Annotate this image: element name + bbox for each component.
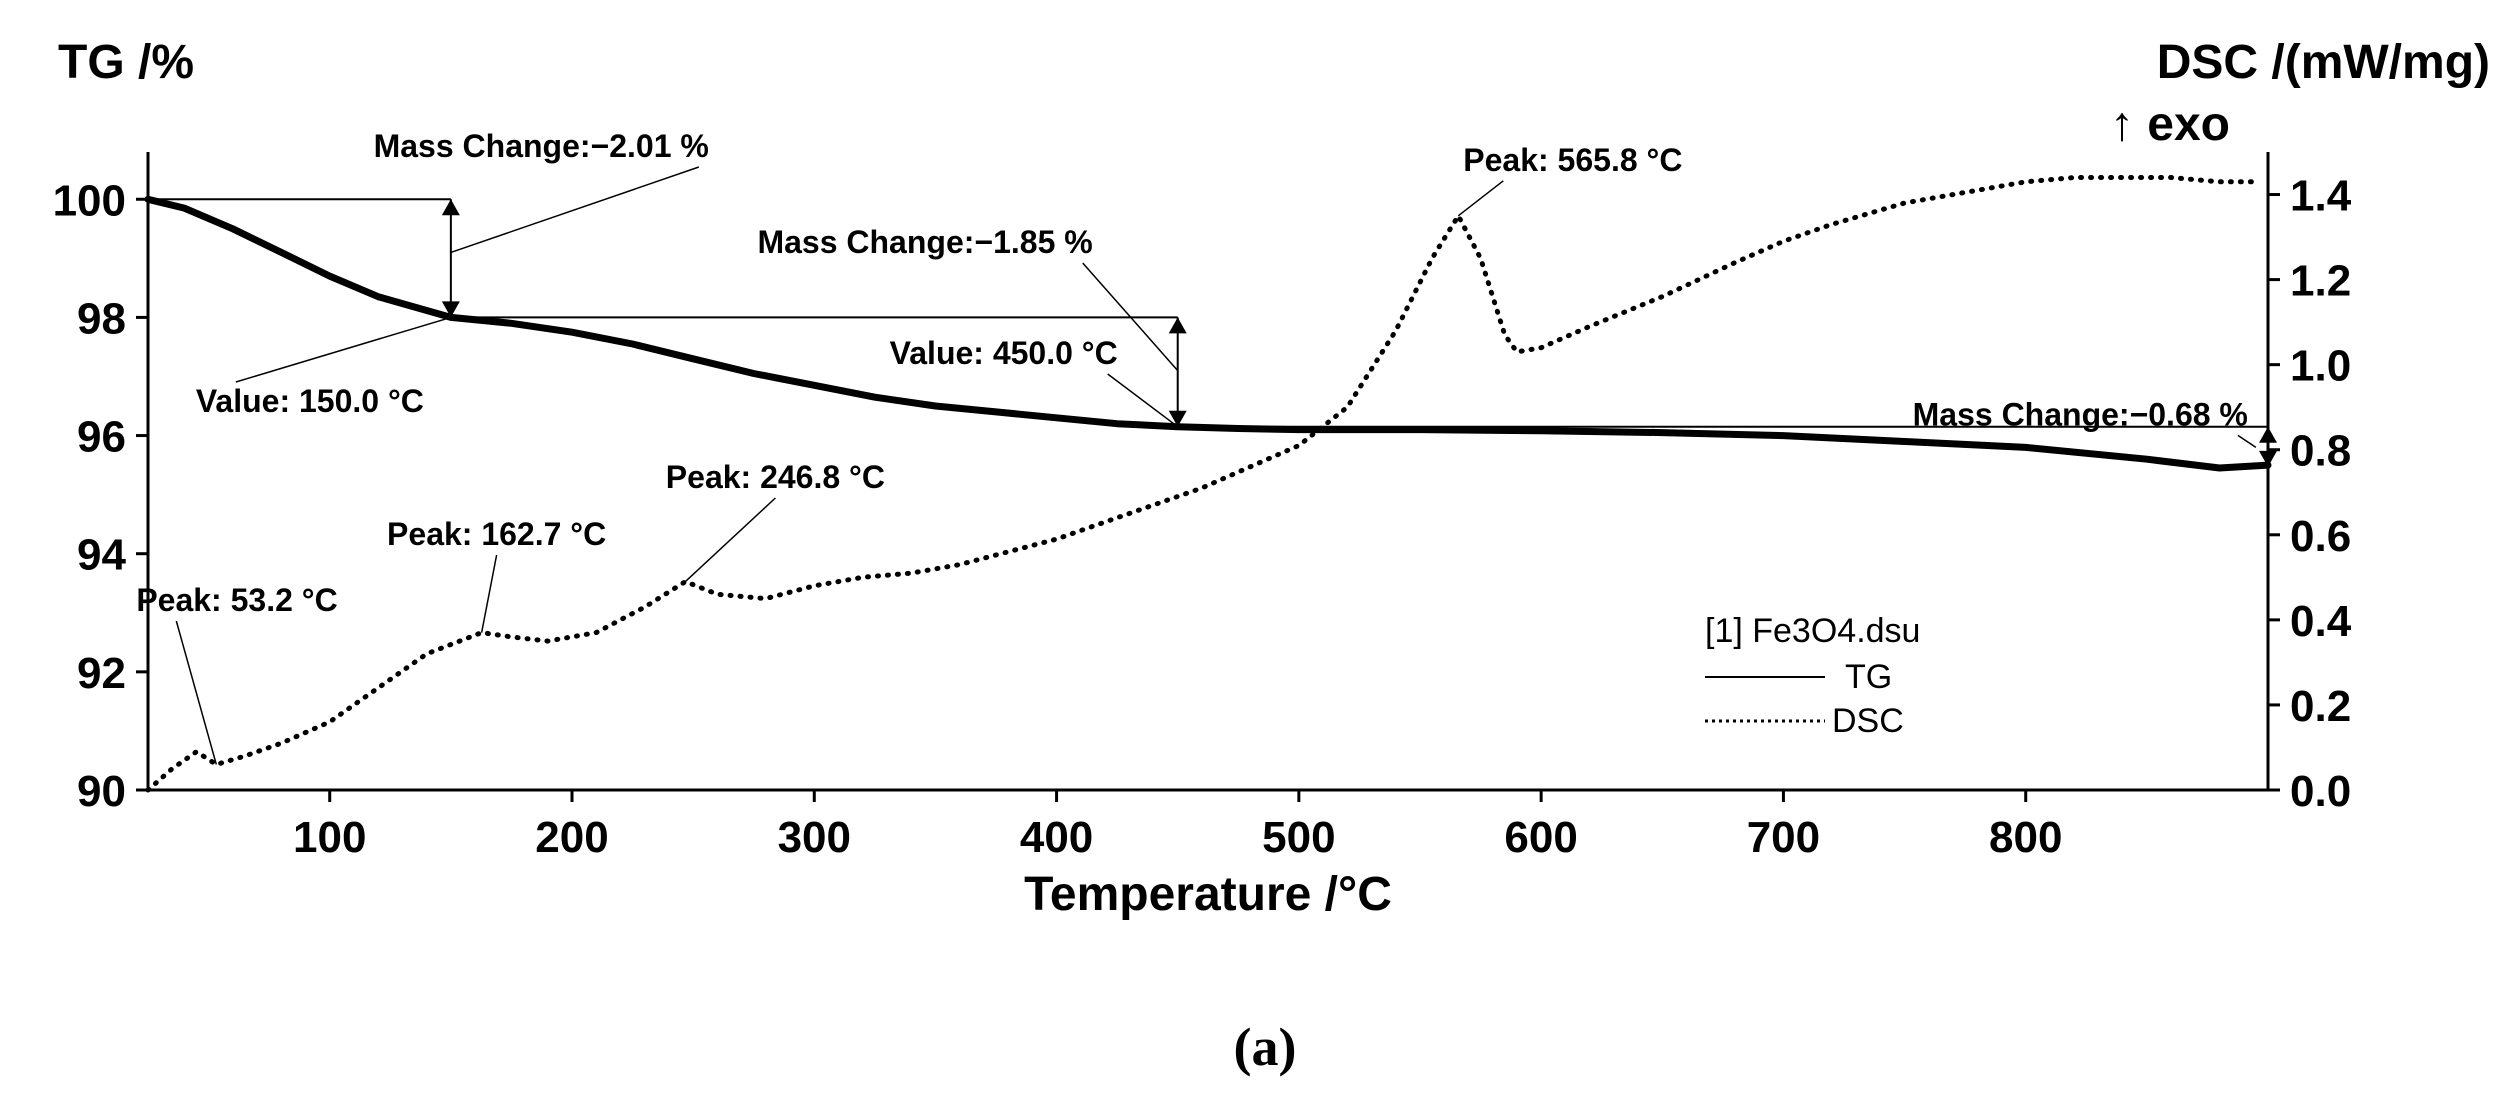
left-axis-title: TG /% [58,36,194,89]
x-tick-label: 800 [1989,813,2062,862]
right-tick-label: 0.2 [2290,682,2351,731]
annotation-label: Peak: 246.8 °C [666,459,885,495]
axes [146,152,2270,792]
annotation-label: Peak: 53.2 °C [136,582,337,618]
legend-file: [1] Fe3O4.dsu [1705,612,1920,650]
left-tick-label: 96 [77,413,126,462]
legend-dsc-label: DSC [1832,702,1904,740]
annotation-leader [684,497,776,583]
x-axis-title: Temperature /°C [1024,868,1392,921]
left-tick-label: 92 [77,649,126,698]
annotation-leader [2237,434,2257,448]
x-tick-label: 400 [1020,813,1093,862]
step-arrowhead-down [441,301,460,318]
left-tick-label: 98 [77,294,126,343]
tick-marks: 100 200 300 400 500 600 700 800 90 92 94 96 98 100 0.0… [53,172,2352,862]
right-tick-label: 0.8 [2290,427,2351,476]
right-tick-label: 0.4 [2290,597,2352,646]
step-arrowhead-up [1168,317,1187,334]
figure-caption: (a) [1234,1017,1297,1077]
step-arrowhead-down [2259,450,2277,467]
annotation-label: Mass Change:−2.01 % [374,128,709,164]
right-tick-label: 1.2 [2290,257,2351,306]
right-tick-label: 1.0 [2290,342,2351,391]
annotation-label: Mass Change:−0.68 % [1913,396,2248,432]
annotation-label: Peak: 565.8 °C [1463,142,1682,178]
left-tick-label: 94 [77,531,126,580]
x-tick-label: 500 [1262,813,1335,862]
annotation-leader [235,316,452,383]
annotation-label: Mass Change:−1.85 % [757,224,1092,260]
annotation-leader [1457,180,1504,217]
right-tick-label: 1.4 [2290,172,2352,221]
series-tg-line [144,195,2272,472]
step-arrowhead-up [2259,426,2277,443]
right-tick-label: 0.0 [2290,767,2351,816]
x-tick-label: 200 [535,813,608,862]
exo-direction-note: ↑ exo [2110,98,2230,151]
annotation-leader [175,620,218,765]
x-tick-label: 300 [778,813,851,862]
step-arrowhead-down [1168,410,1187,427]
x-tick-label: 700 [1747,813,1820,862]
annotation-label: Value: 450.0 °C [890,335,1118,371]
annotations: Mass Change:−2.01 % Value: 150.0 °C Mass C… [136,128,2257,765]
annotation-leader [480,554,498,633]
annotation-label: Value: 150.0 °C [196,383,424,419]
right-axis-title: DSC /(mW/mg) [2157,36,2490,89]
left-tick-label: 100 [53,176,126,225]
annotation-leader [450,166,700,254]
left-tick-label: 90 [77,767,126,816]
annotation-leader [1082,262,1179,372]
series-lines [144,175,2272,793]
series-dsc-line [145,175,2259,793]
x-tick-label: 100 [293,813,366,862]
legend: [1] Fe3O4.dsu TG DSC [1705,612,1920,740]
step-arrowhead-up [441,199,460,216]
annotation-label: Peak: 162.7 °C [387,516,606,552]
right-tick-label: 0.6 [2290,512,2351,561]
annotation-leader [1107,373,1179,428]
legend-tg-label: TG [1845,658,1892,696]
x-tick-label: 600 [1504,813,1577,862]
